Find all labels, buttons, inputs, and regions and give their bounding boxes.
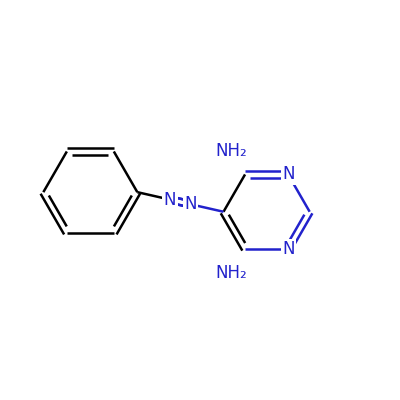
Text: NH₂: NH₂ xyxy=(216,142,247,160)
Text: N: N xyxy=(282,166,294,184)
Text: NH₂: NH₂ xyxy=(216,264,247,282)
Text: N: N xyxy=(184,195,197,213)
Text: N: N xyxy=(164,191,176,209)
Text: N: N xyxy=(282,240,294,258)
